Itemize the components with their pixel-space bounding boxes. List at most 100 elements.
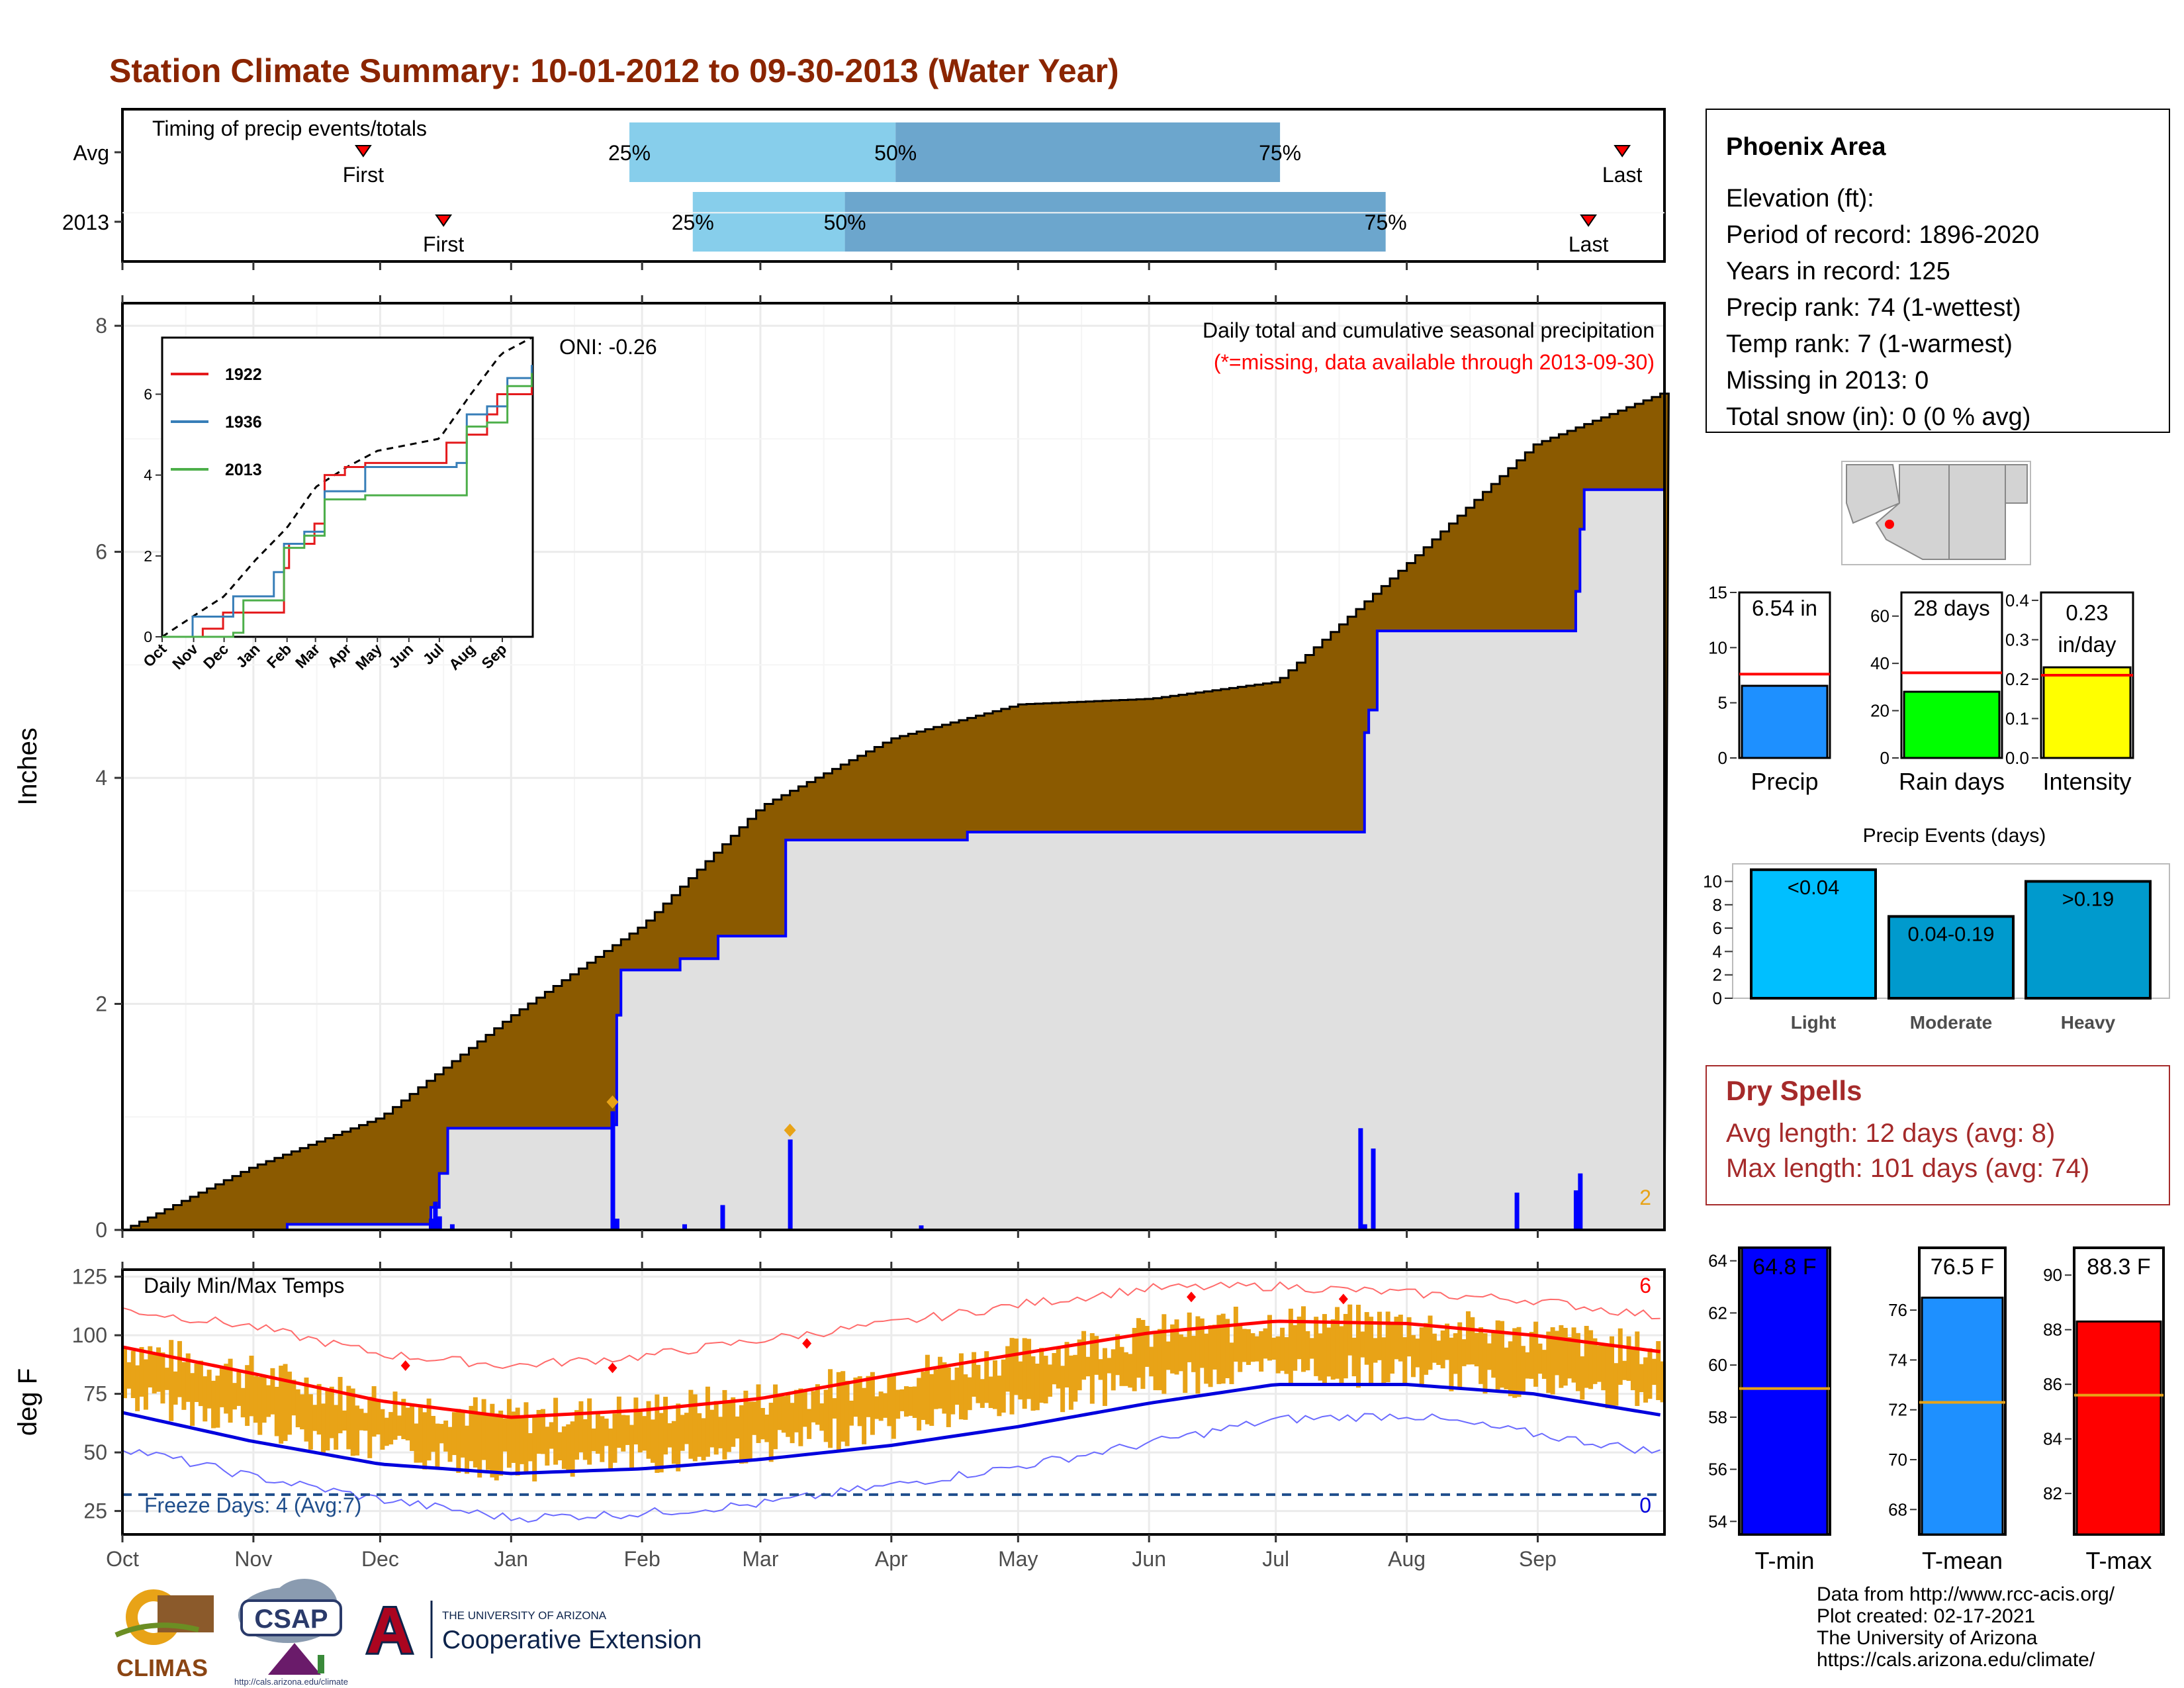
daily-temp-bar	[731, 1397, 736, 1447]
temp-bar-tick-label: 58	[1708, 1407, 1727, 1427]
mini-bar-tick-label: 20	[1870, 701, 1889, 721]
mini-bar-tick-label: 15	[1708, 583, 1727, 602]
temp-bar-tick-label: 88	[2043, 1320, 2062, 1340]
daily-temp-bar	[1204, 1333, 1209, 1384]
daily-temp-bar	[646, 1401, 651, 1459]
daily-temp-bar	[1500, 1321, 1505, 1388]
daily-temp-bar	[1482, 1333, 1488, 1394]
daily-temp-bar	[1275, 1336, 1281, 1374]
inset-legend-label: 1936	[225, 413, 262, 432]
daily-temp-bar	[1170, 1324, 1175, 1374]
daily-temp-bar	[1128, 1354, 1133, 1388]
events-bar-heavy	[2025, 880, 2152, 1000]
daily-temp-bar	[1081, 1331, 1087, 1380]
daily-temp-bar	[1428, 1315, 1433, 1370]
daily-temp-bar	[963, 1374, 968, 1420]
daily-temp-bar	[1102, 1348, 1107, 1406]
record-high-marker	[1338, 1293, 1348, 1305]
daily-precip-bar	[1358, 1128, 1363, 1230]
daily-temp-bar	[743, 1390, 749, 1464]
daily-temp-bar	[1263, 1328, 1268, 1359]
daily-temp-bar	[616, 1396, 621, 1448]
daily-temp-bar	[312, 1405, 318, 1431]
daily-temp-bar	[485, 1414, 490, 1470]
record-high-line	[122, 1281, 1661, 1369]
cumulative-2013-area	[122, 489, 1664, 1231]
daily-temp-bar	[1048, 1364, 1052, 1397]
daily-temp-bar	[1440, 1330, 1445, 1369]
daily-temp-bar	[1550, 1327, 1555, 1395]
inset-ytick-label: 6	[144, 386, 152, 403]
daily-temp-bar	[481, 1399, 486, 1460]
daily-temp-bar	[1563, 1327, 1568, 1386]
dry-spells-box: Dry Spells Avg length: 12 days (avg: 8) …	[1706, 1065, 2170, 1205]
daily-temp-bar	[828, 1369, 833, 1448]
daily-temp-bar	[739, 1405, 744, 1464]
daily-temp-bar	[1432, 1333, 1437, 1363]
temp-bar-tick-label: 60	[1708, 1355, 1727, 1375]
daily-temp-bar	[418, 1407, 423, 1463]
precip-events-chart: Precip Events (days) 0 2 4 6 8 10 <0.04 Light 0.…	[1703, 825, 2170, 1033]
daily-temp-bar	[1288, 1308, 1293, 1386]
daily-temp-bar	[1415, 1338, 1420, 1368]
daily-temp-bar	[1373, 1338, 1378, 1363]
daily-temp-bar	[1402, 1337, 1408, 1383]
station-info-line: Elevation (ft):	[1726, 185, 1874, 212]
daily-temp-bar	[625, 1415, 630, 1445]
temp-bar-tick-label: 54	[1708, 1511, 1727, 1531]
daily-precip-bar	[1371, 1149, 1376, 1230]
events-bar-label: 0.04-0.19	[1908, 922, 1995, 945]
daily-temp-bar	[1592, 1338, 1598, 1384]
daily-temp-bar	[1026, 1338, 1032, 1399]
month-tick-label: Mar	[742, 1547, 778, 1571]
events-ytick-label: 4	[1713, 941, 1722, 961]
daily-temp-bar	[1410, 1335, 1416, 1378]
daily-temp-bar	[1491, 1331, 1496, 1378]
daily-temp-bar	[1394, 1317, 1399, 1360]
daily-temp-bar	[431, 1415, 435, 1452]
daily-temp-bar	[979, 1379, 985, 1408]
daily-precip-bar	[1362, 1224, 1367, 1230]
timing-bar-q25-q50	[692, 192, 845, 252]
record-high-marker	[1187, 1291, 1197, 1303]
daily-temp-bar	[773, 1384, 778, 1450]
daily-temp-bar	[236, 1372, 242, 1406]
daily-temp-bar	[1077, 1339, 1082, 1391]
daily-temp-bar	[451, 1412, 457, 1456]
daily-temp-bar	[1009, 1338, 1015, 1415]
daily-temp-bar	[988, 1376, 993, 1409]
map-texas	[2005, 464, 2028, 504]
daily-temp-bar	[1567, 1336, 1572, 1379]
daily-temp-bar	[1347, 1304, 1353, 1356]
daily-temp-bar	[976, 1364, 981, 1403]
mini-bar-tick-label: 0.4	[2005, 590, 2029, 610]
daily-temp-bar	[790, 1403, 795, 1444]
daily-temp-bar	[536, 1409, 541, 1454]
inset-ytick-label: 4	[144, 467, 152, 484]
daily-temp-bar	[523, 1402, 529, 1474]
precip-ylabel: Inches	[13, 727, 42, 806]
temp-ytick-label: 100	[72, 1323, 107, 1347]
events-bar-moderate	[1888, 915, 2015, 1000]
csap-mountain-icon	[268, 1643, 321, 1675]
daily-temp-bar	[338, 1377, 343, 1434]
daily-temp-bar	[1199, 1318, 1205, 1368]
footer-line: The University of Arizona	[1817, 1627, 2038, 1649]
daily-temp-bar	[701, 1418, 706, 1461]
daily-temp-bar	[1647, 1348, 1653, 1399]
temp-panel: Daily Min/Max Temps Freeze Days: 4 (Avg:…	[13, 295, 1666, 1571]
daily-temp-bar	[1601, 1344, 1606, 1391]
daily-temp-bar	[1267, 1315, 1272, 1361]
daily-temp-bar	[1305, 1331, 1310, 1371]
month-tick-label: Jul	[1262, 1547, 1289, 1571]
daily-temp-bar	[1533, 1321, 1539, 1387]
daily-temp-bar	[802, 1391, 807, 1427]
month-tick-label: Nov	[234, 1547, 272, 1571]
csap-url: http://cals.arizona.edu/climate	[234, 1677, 348, 1687]
daily-temp-bar	[410, 1405, 415, 1451]
events-ytick-label: 0	[1713, 988, 1722, 1008]
daily-temp-bar	[883, 1393, 888, 1418]
record-low-line	[122, 1413, 1661, 1523]
daily-temp-bar	[553, 1397, 559, 1465]
daily-temp-bar	[1470, 1317, 1475, 1365]
